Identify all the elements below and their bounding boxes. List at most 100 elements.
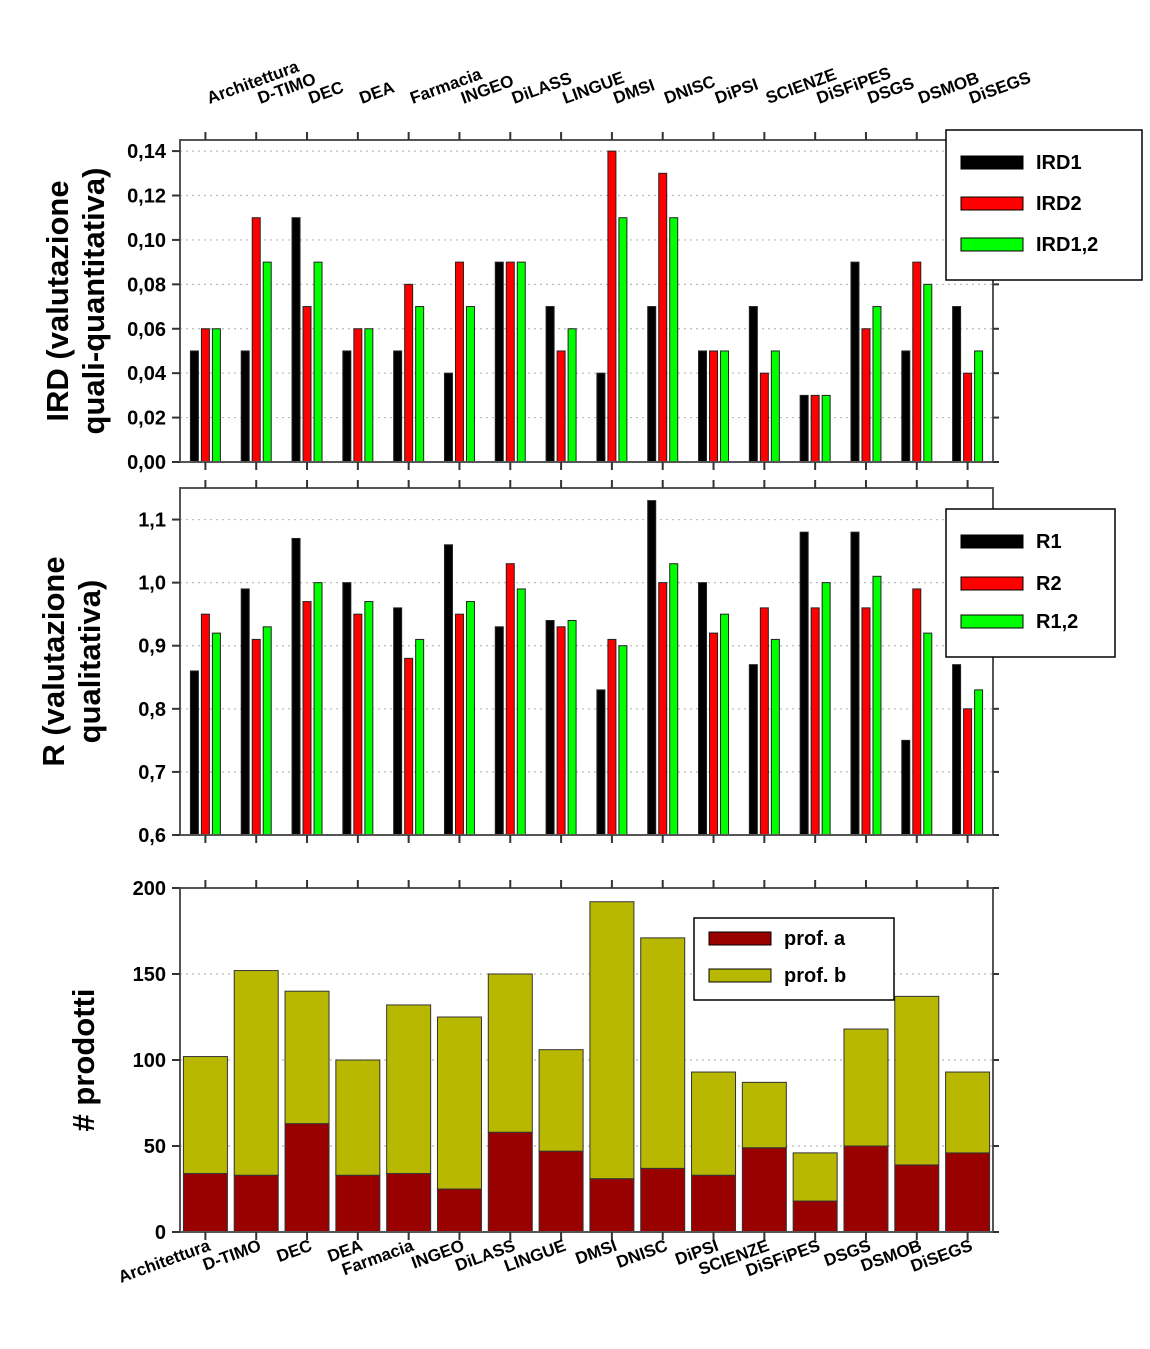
bar-prof-b bbox=[792, 1152, 838, 1202]
bar-ird2 bbox=[556, 350, 566, 463]
bar-prof-b bbox=[691, 1071, 737, 1176]
bar-prof-a bbox=[843, 1145, 889, 1233]
legend-swatch-r12 bbox=[960, 614, 1024, 629]
bottom-category-label: DNISC bbox=[614, 1236, 670, 1272]
legend-label-r12: R1,2 bbox=[1036, 611, 1078, 633]
top-category-label: DiPSI bbox=[712, 75, 760, 108]
bar-prof-b bbox=[233, 970, 279, 1176]
bar-prof-b bbox=[335, 1059, 381, 1176]
y-tick-label: 0,04 bbox=[127, 363, 167, 385]
bar-ird12 bbox=[516, 261, 526, 463]
legend-label-prof-b: prof. b bbox=[784, 965, 846, 987]
bar-r2 bbox=[404, 657, 414, 836]
bar-r2 bbox=[505, 563, 515, 836]
bar-r2 bbox=[200, 613, 210, 836]
legend-label-r2: R2 bbox=[1036, 573, 1062, 595]
bar-ird12 bbox=[923, 283, 933, 463]
y-tick-label: 0,6 bbox=[138, 825, 166, 847]
legend: IRD1 IRD2 IRD1,2 bbox=[945, 129, 1143, 281]
bar-r12 bbox=[720, 613, 730, 836]
bar-ird12 bbox=[415, 306, 425, 463]
bar-r2 bbox=[810, 607, 820, 836]
bar-ird2 bbox=[454, 261, 464, 463]
bar-ird12 bbox=[567, 328, 577, 463]
bar-prof-a bbox=[335, 1174, 381, 1233]
bar-ird2 bbox=[251, 217, 261, 463]
plot-frame bbox=[179, 487, 994, 836]
bar-ird2 bbox=[861, 328, 871, 463]
bar-ird12 bbox=[618, 217, 628, 463]
bar-r12 bbox=[415, 638, 425, 836]
bar-ird1 bbox=[799, 394, 809, 463]
bar-r1 bbox=[189, 670, 199, 836]
bar-prof-a bbox=[386, 1173, 432, 1233]
bar-ird1 bbox=[748, 306, 758, 463]
bar-ird2 bbox=[759, 372, 769, 463]
legend-swatch-ird12 bbox=[960, 237, 1024, 252]
bar-r1 bbox=[342, 582, 352, 836]
y-axis-title-line: quali-quantitativa) bbox=[76, 168, 111, 435]
y-tick-label: 1,0 bbox=[138, 573, 166, 595]
plot-frame bbox=[179, 139, 994, 463]
y-axis-title: IRD (valutazionequali-quantitativa) bbox=[40, 168, 111, 435]
y-axis-title-line: IRD (valutazione bbox=[40, 180, 75, 421]
panel-3: 0 50 100 150 200 # prodotti prof. a prof. b bbox=[66, 878, 999, 1244]
bar-r1 bbox=[240, 588, 250, 836]
bar-ird1 bbox=[240, 350, 250, 463]
bar-prof-b bbox=[182, 1056, 228, 1175]
bar-prof-b bbox=[843, 1028, 889, 1147]
bar-r1 bbox=[393, 607, 403, 836]
y-tick-label: 0,14 bbox=[127, 141, 167, 163]
bar-ird12 bbox=[872, 306, 882, 463]
bar-prof-b bbox=[589, 901, 635, 1180]
bar-r12 bbox=[465, 601, 475, 836]
bar-ird12 bbox=[669, 217, 679, 463]
bar-r2 bbox=[709, 632, 719, 836]
bar-ird2 bbox=[607, 150, 617, 463]
bar-prof-a bbox=[538, 1150, 584, 1233]
bar-r12 bbox=[516, 588, 526, 836]
bar-r12 bbox=[262, 626, 272, 836]
y-axis-title-line: # prodotti bbox=[66, 989, 101, 1132]
bar-ird2 bbox=[810, 394, 820, 463]
bar-r2 bbox=[963, 708, 973, 836]
bar-ird12 bbox=[465, 306, 475, 463]
bar-r2 bbox=[251, 638, 261, 836]
bar-prof-a bbox=[233, 1174, 279, 1233]
bar-prof-a bbox=[284, 1123, 330, 1233]
legend: R1 R2 R1,2 bbox=[945, 508, 1116, 658]
bar-r2 bbox=[607, 638, 617, 836]
bar-r2 bbox=[861, 607, 871, 836]
y-tick-label: 0,12 bbox=[127, 186, 166, 208]
bar-prof-a bbox=[487, 1131, 533, 1233]
bar-ird12 bbox=[720, 350, 730, 463]
bar-r1 bbox=[596, 689, 606, 836]
bar-r1 bbox=[647, 500, 657, 836]
bar-prof-b bbox=[386, 1004, 432, 1175]
bar-r1 bbox=[952, 664, 962, 836]
bar-r12 bbox=[821, 582, 831, 836]
bar-ird12 bbox=[364, 328, 374, 463]
bar-ird1 bbox=[342, 350, 352, 463]
y-tick-label: 0,08 bbox=[127, 274, 166, 296]
bottom-category-label: D-TIMO bbox=[200, 1236, 263, 1275]
bar-prof-a bbox=[945, 1152, 991, 1233]
legend-label-ird12: IRD1,2 bbox=[1036, 234, 1098, 256]
bar-r1 bbox=[799, 531, 809, 836]
bar-prof-a bbox=[640, 1167, 686, 1233]
y-axis-title: # prodotti bbox=[66, 989, 101, 1132]
bar-r12 bbox=[567, 619, 577, 836]
bar-ird12 bbox=[313, 261, 323, 463]
bar-ird12 bbox=[770, 350, 780, 463]
bar-ird1 bbox=[901, 350, 911, 463]
bar-ird12 bbox=[211, 328, 221, 463]
y-tick-label: 150 bbox=[133, 964, 166, 986]
y-tick-label: 0,8 bbox=[138, 699, 166, 721]
bar-r1 bbox=[443, 544, 453, 836]
legend-swatch-r1 bbox=[960, 534, 1024, 549]
bar-ird1 bbox=[698, 350, 708, 463]
bar-r12 bbox=[872, 575, 882, 836]
bar-ird12 bbox=[974, 350, 984, 463]
top-category-label: DEA bbox=[357, 78, 397, 108]
bar-r12 bbox=[923, 632, 933, 836]
